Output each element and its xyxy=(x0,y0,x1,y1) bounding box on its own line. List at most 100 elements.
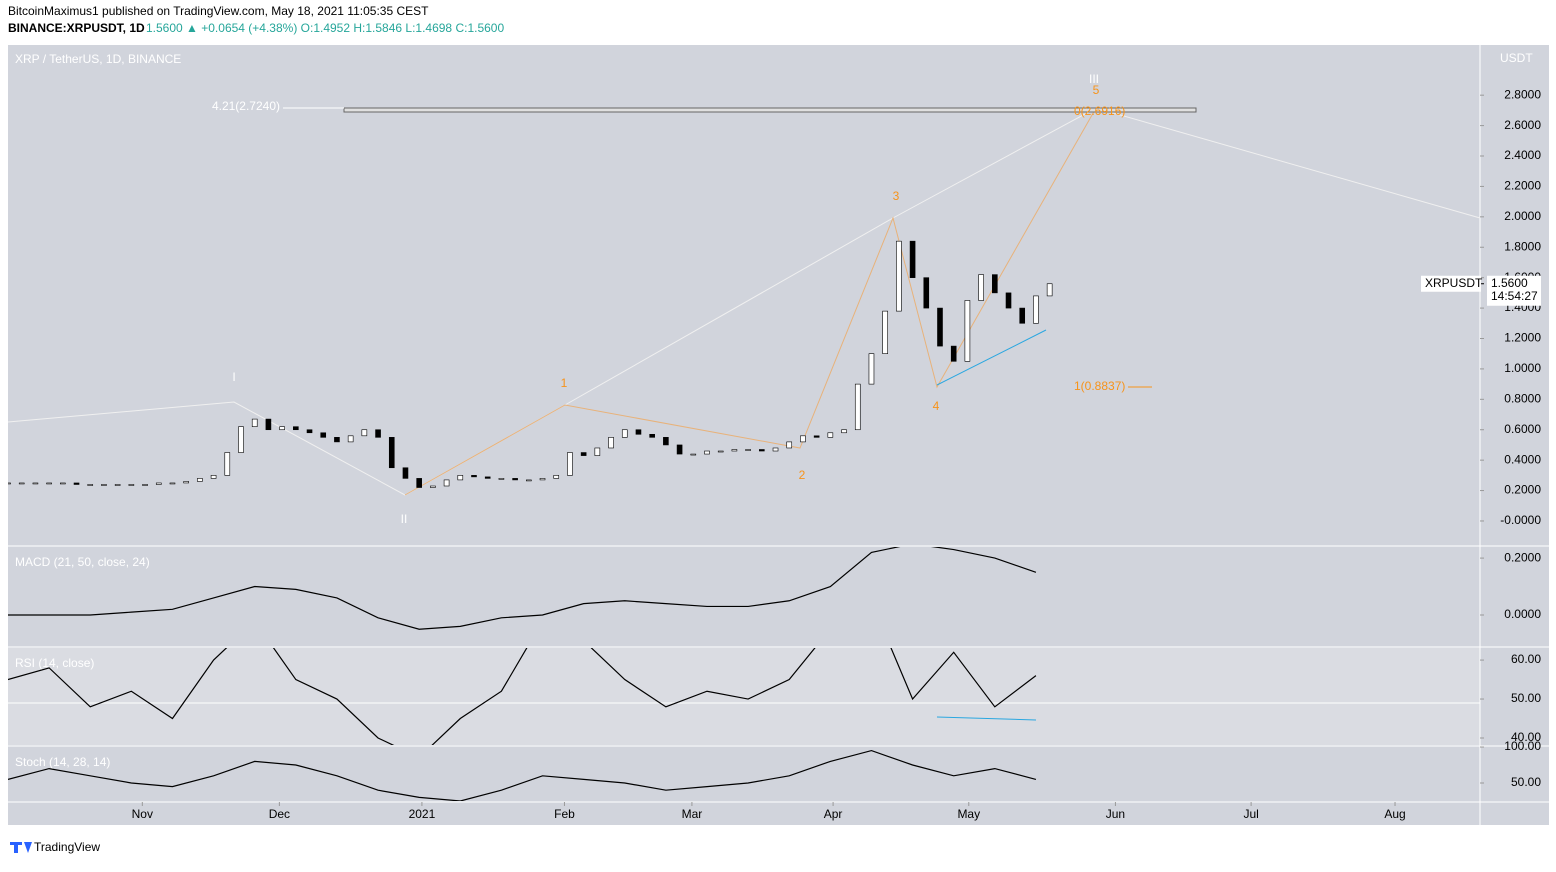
indicator-line xyxy=(8,648,1037,745)
candle xyxy=(430,485,436,488)
wave-label: 3 xyxy=(893,189,900,203)
candle xyxy=(471,475,477,478)
candle xyxy=(293,426,299,431)
candle xyxy=(1033,295,1039,324)
symbol: BINANCE:XRPUSDT, 1D xyxy=(8,21,145,35)
pane-line xyxy=(8,648,1037,745)
y-tick-label: 0.2000 xyxy=(1504,483,1541,497)
candle xyxy=(32,482,39,485)
candle xyxy=(868,353,875,385)
candle xyxy=(731,449,738,452)
x-tick-label: Aug xyxy=(1384,807,1405,821)
candle xyxy=(18,482,25,485)
candle xyxy=(841,429,847,434)
candle xyxy=(60,482,66,485)
candle xyxy=(457,475,464,481)
candle xyxy=(265,418,272,431)
y-tick-label: 0.8000 xyxy=(1504,391,1541,405)
y-tick-label: 50.00 xyxy=(1511,775,1541,789)
candle xyxy=(210,475,217,479)
y-tick-label: 0.4000 xyxy=(1504,452,1541,466)
x-tick-label: Mar xyxy=(682,807,703,821)
price-label: 1.5600 xyxy=(1491,276,1528,290)
candle xyxy=(101,484,107,486)
x-tick-label: Jul xyxy=(1243,807,1258,821)
candle xyxy=(909,240,916,278)
candle xyxy=(73,482,80,485)
wave-label: 1 xyxy=(561,376,568,390)
candle xyxy=(251,418,258,427)
candle xyxy=(484,476,491,479)
indicator-line xyxy=(8,749,1037,801)
price-tag xyxy=(1421,275,1481,292)
pane-line xyxy=(8,749,1037,801)
y-tick-label: 40.00 xyxy=(1511,730,1541,744)
y-tick-label: 2.8000 xyxy=(1504,87,1541,101)
candle xyxy=(950,345,957,362)
candle xyxy=(567,452,573,476)
candle xyxy=(183,481,189,484)
publisher: BitcoinMaximus1 published on TradingView… xyxy=(8,4,429,18)
indicator-title: MACD (21, 50, close, 24) xyxy=(15,555,150,569)
y-tick-label: 1.2000 xyxy=(1504,331,1541,345)
candle xyxy=(594,447,601,456)
candle xyxy=(813,435,820,438)
candle xyxy=(704,450,710,455)
candle xyxy=(512,478,518,481)
y-tick-label: 50.00 xyxy=(1511,691,1541,705)
candle xyxy=(155,482,162,485)
y-tick-label: 60.00 xyxy=(1511,652,1541,666)
y-tick-label: 100.00 xyxy=(1504,739,1541,753)
y-unit: USDT xyxy=(1500,51,1533,65)
candle xyxy=(621,429,628,438)
wave-label: I xyxy=(232,370,235,384)
candle xyxy=(663,437,669,446)
candle xyxy=(690,453,697,456)
candle xyxy=(717,450,724,453)
rsi-background xyxy=(8,648,1480,745)
candle xyxy=(375,429,381,438)
y-tick-label: 2.4000 xyxy=(1504,148,1541,162)
candle xyxy=(279,426,285,431)
candle xyxy=(87,484,94,486)
x-tick-label: Nov xyxy=(132,807,153,821)
candle xyxy=(526,479,532,482)
candle xyxy=(539,478,546,481)
y-tick-label: 0.6000 xyxy=(1504,422,1541,436)
y-tick-label: 1.0000 xyxy=(1504,361,1541,375)
fib-label: 4.21(2.7240) xyxy=(212,99,280,113)
candle xyxy=(937,307,943,347)
candle xyxy=(978,274,984,301)
candle xyxy=(238,426,244,453)
y-tick-label: 2.2000 xyxy=(1504,179,1541,193)
y-tick-label: 2.6000 xyxy=(1504,118,1541,132)
footer-brand: TradingView xyxy=(34,840,100,854)
candle xyxy=(334,437,340,443)
candle xyxy=(635,429,642,435)
candle xyxy=(402,467,409,479)
y-tick-label: -0.0000 xyxy=(1500,513,1541,527)
candle xyxy=(306,429,313,434)
candle xyxy=(142,484,148,486)
y-tick-label: 0.0000 xyxy=(1504,607,1541,621)
candle xyxy=(786,441,793,449)
candle xyxy=(827,432,834,438)
quote: 1.5600 ▲ +0.0654 (+4.38%) O:1.4952 H:1.5… xyxy=(146,21,504,35)
candle xyxy=(676,444,683,455)
support-line xyxy=(936,329,1047,386)
candle xyxy=(224,452,231,476)
price-box xyxy=(1487,275,1541,306)
candle xyxy=(896,240,902,312)
candle xyxy=(759,449,765,452)
wave-label: II xyxy=(401,512,408,526)
candle xyxy=(416,478,422,488)
candle xyxy=(992,274,998,294)
candle xyxy=(347,435,354,443)
candle xyxy=(1046,283,1053,297)
candle xyxy=(197,478,203,482)
y-tick-label: 1.8000 xyxy=(1504,239,1541,253)
countdown: 14:54:27 xyxy=(1491,289,1538,303)
wave-label: 4 xyxy=(933,399,940,413)
indicator-line xyxy=(8,547,1037,630)
